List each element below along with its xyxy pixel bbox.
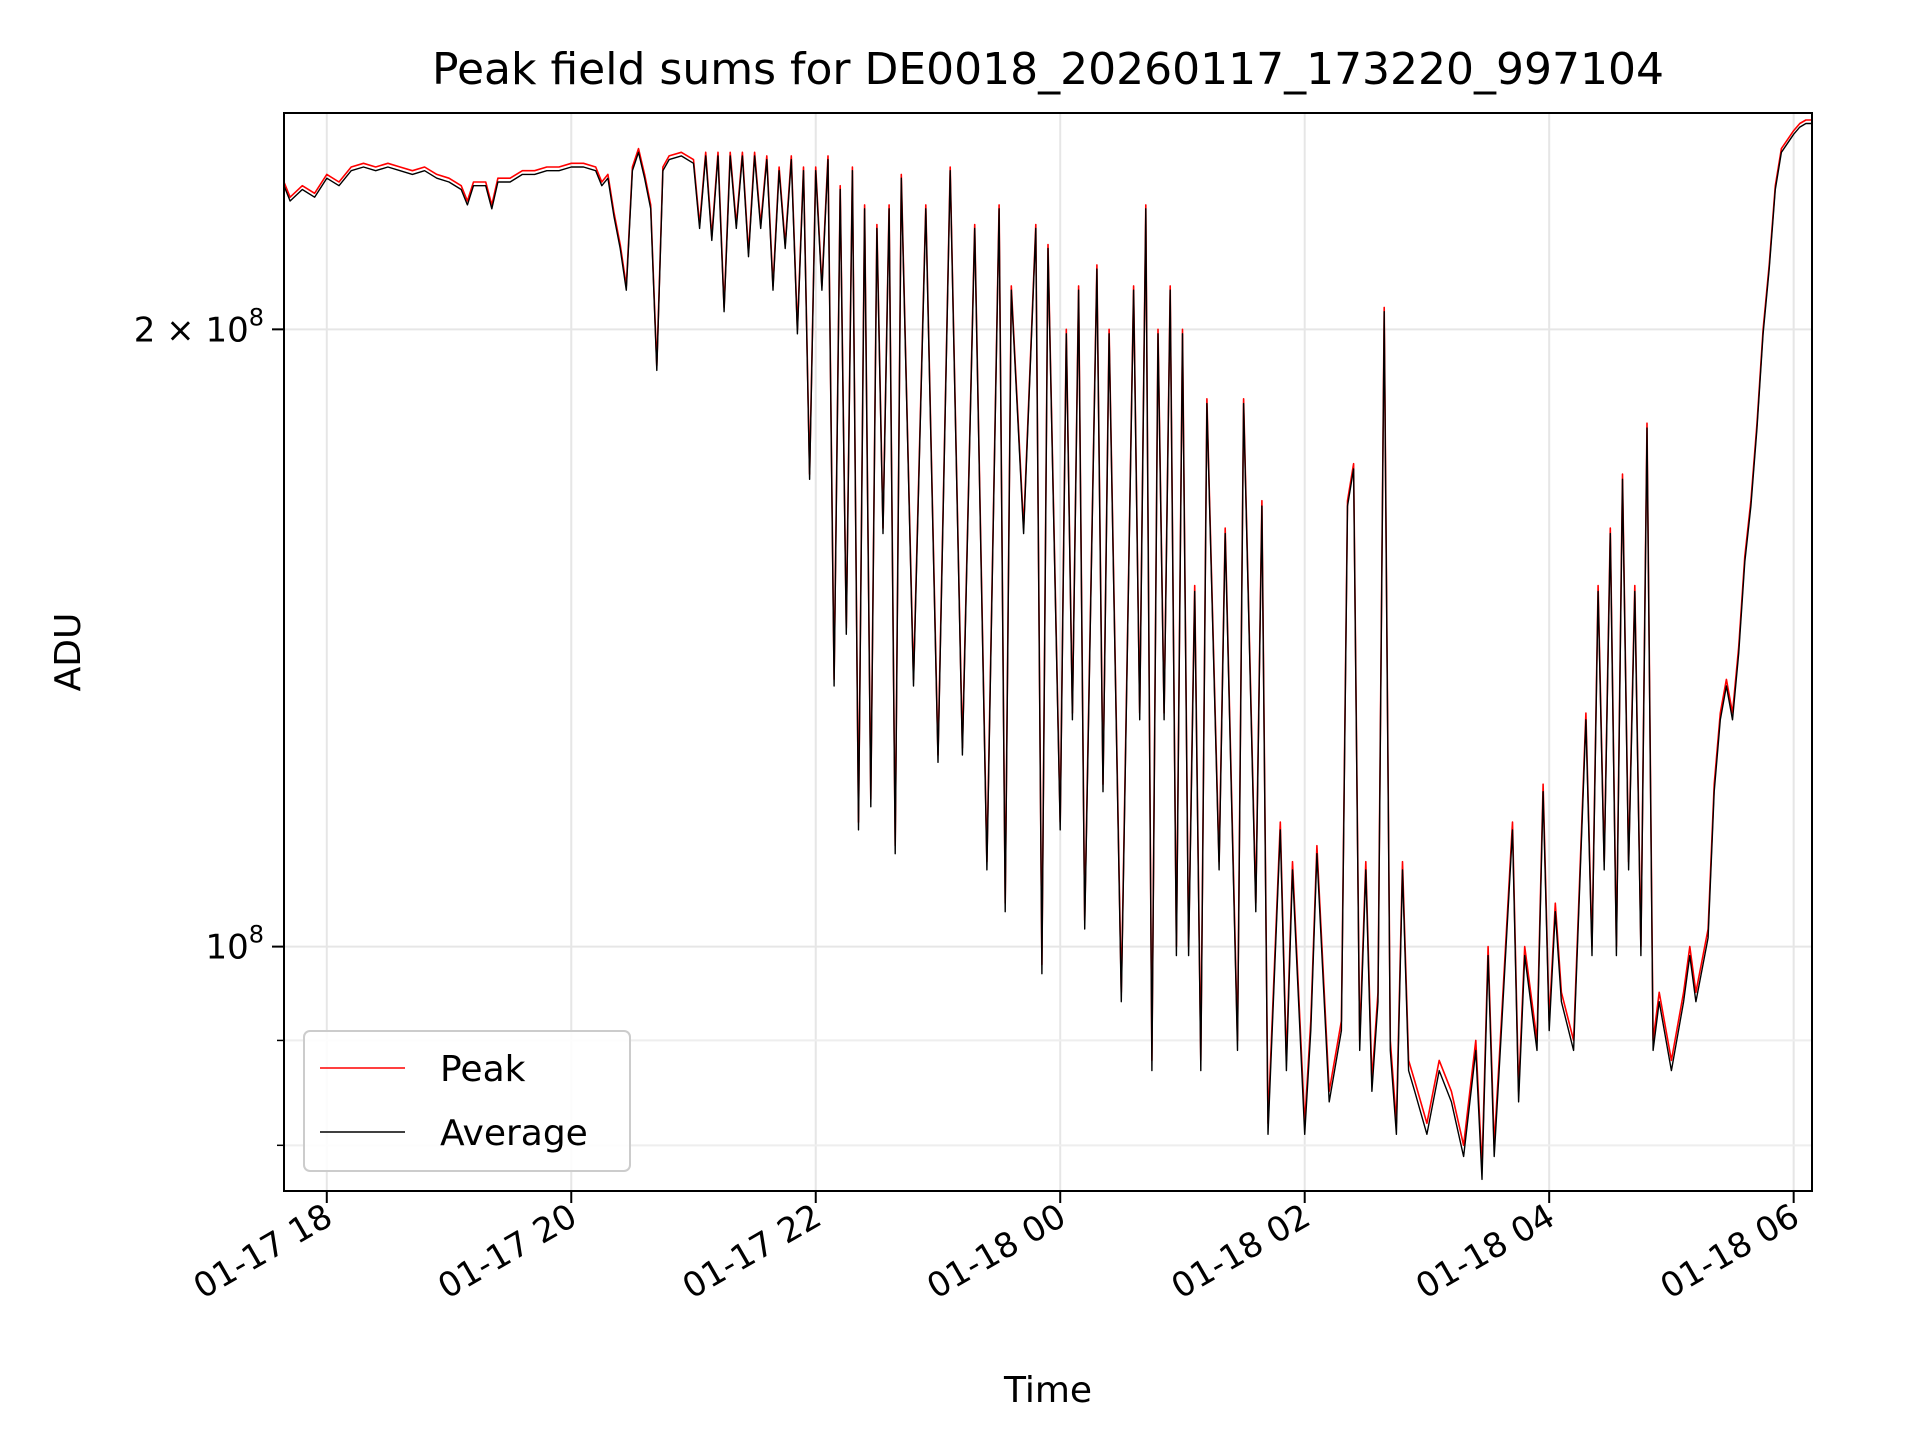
legend-label-average: Average [440, 1113, 588, 1154]
legend-label-peak: Peak [440, 1049, 526, 1090]
plot-frame [283, 112, 1813, 1192]
legend-box [303, 1030, 631, 1172]
y-axis-ticks: 2 × 108 108 [134, 303, 284, 1147]
legend: Peak Average [303, 1030, 631, 1172]
y-axis-label: ADU [48, 613, 89, 692]
series-lines [283, 119, 1812, 1181]
series-line-average [283, 122, 1812, 1181]
x-axis-label: Time [1003, 1370, 1092, 1411]
chart-title: Peak field sums for DE0018_20260117_1732… [432, 44, 1664, 95]
y-tick-label-1: 108 [205, 921, 264, 968]
y-tick-label-0: 2 × 108 [134, 303, 264, 350]
